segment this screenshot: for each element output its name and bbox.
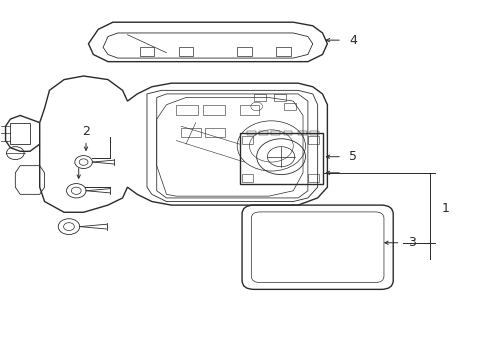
Bar: [259, 131, 267, 135]
Bar: [140, 47, 154, 56]
Bar: [307, 136, 318, 144]
Bar: [237, 47, 251, 56]
Bar: [176, 105, 198, 116]
Bar: [271, 131, 280, 135]
Bar: [283, 131, 292, 135]
Bar: [246, 131, 255, 135]
Text: 1: 1: [441, 202, 449, 215]
Bar: [310, 131, 319, 135]
Bar: [276, 47, 290, 56]
Bar: [254, 94, 266, 101]
Bar: [242, 174, 252, 182]
Text: 2: 2: [82, 125, 90, 138]
Bar: [205, 128, 224, 137]
Bar: [239, 105, 259, 116]
Bar: [298, 131, 306, 135]
Bar: [181, 128, 200, 137]
Text: 5: 5: [348, 150, 357, 163]
Bar: [242, 136, 252, 144]
Bar: [307, 174, 318, 182]
Text: 3: 3: [407, 236, 415, 249]
Bar: [203, 105, 224, 116]
Bar: [283, 103, 295, 110]
Text: 4: 4: [348, 33, 356, 47]
Bar: [178, 47, 193, 56]
Bar: [273, 94, 285, 101]
